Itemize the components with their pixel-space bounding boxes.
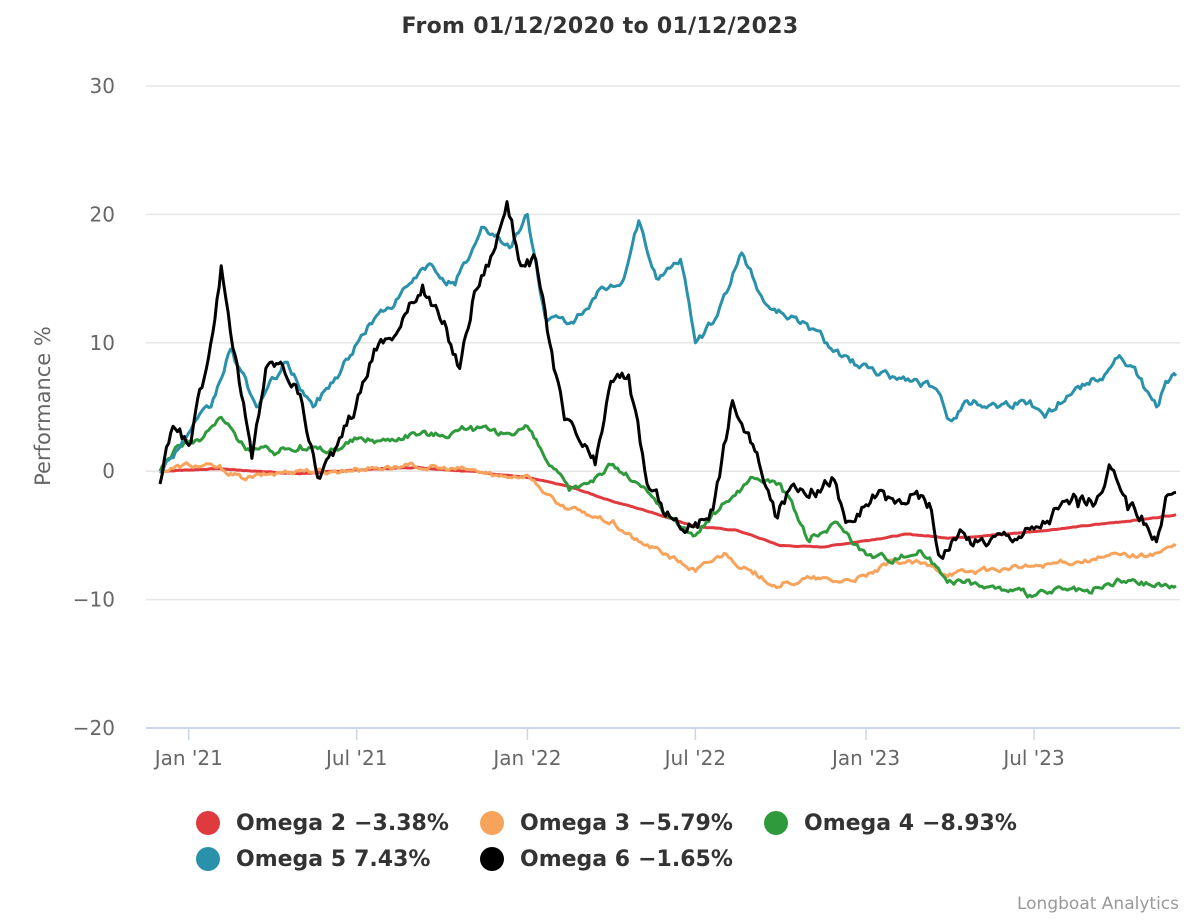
- legend-label: Omega 3: [520, 810, 631, 836]
- series-line-omega-5: [159, 212, 1178, 475]
- series-line-omega-3: [159, 461, 1177, 589]
- legend-label: Omega 2: [236, 810, 347, 836]
- legend-value: −5.79%: [638, 810, 733, 836]
- legend-value: −1.65%: [638, 846, 733, 872]
- legend-item-omega-2[interactable]: Omega 2 −3.38%: [196, 806, 449, 840]
- y-tick-label: −10: [73, 588, 115, 612]
- legend-item-omega-6[interactable]: Omega 6 −1.65%: [480, 842, 733, 876]
- legend-marker-omega-6: [480, 847, 504, 871]
- series-line-omega-6: [158, 200, 1177, 560]
- y-tick-label: 30: [90, 74, 115, 98]
- legend-marker-omega-5: [196, 847, 220, 871]
- series-lines: [158, 200, 1178, 599]
- x-tick-label: Jul '21: [324, 746, 387, 770]
- legend-label: Omega 6: [520, 846, 631, 872]
- legend-value: −8.93%: [922, 810, 1017, 836]
- x-tick-label: Jan '22: [491, 746, 561, 770]
- series-line-omega-4: [158, 415, 1177, 599]
- legend-item-omega-3[interactable]: Omega 3 −5.79%: [480, 806, 733, 840]
- x-axis: [188, 728, 1035, 740]
- legend-value: 7.43%: [354, 846, 431, 872]
- y-tick-label: 20: [90, 202, 115, 226]
- x-tick-label: Jan '21: [153, 746, 223, 770]
- y-axis-ticks: 30 20 10 0 −10 −20: [73, 74, 115, 740]
- gridlines: [146, 85, 1180, 729]
- y-tick-label: −20: [73, 716, 115, 740]
- chart-title: From 01/12/2020 to 01/12/2023: [401, 14, 799, 39]
- x-tick-label: Jan '23: [830, 746, 900, 770]
- legend-item-omega-4[interactable]: Omega 4 −8.93%: [764, 806, 1017, 840]
- x-tick-label: Jul '22: [663, 746, 726, 770]
- credits-link[interactable]: Longboat Analytics: [1016, 894, 1179, 914]
- legend-value: −3.38%: [354, 810, 449, 836]
- legend-label: Omega 5: [236, 846, 347, 872]
- legend-marker-omega-3: [480, 811, 504, 835]
- legend-item-omega-5[interactable]: Omega 5 7.43%: [196, 842, 430, 876]
- legend-marker-omega-4: [764, 811, 788, 835]
- legend-label: Omega 4: [804, 810, 915, 836]
- x-tick-label: Jul '23: [1001, 746, 1064, 770]
- legend-marker-omega-2: [196, 811, 220, 835]
- y-tick-label: 10: [90, 331, 115, 355]
- x-axis-ticks: Jan '21 Jul '21 Jan '22 Jul '22 Jan '23 Jul '…: [153, 746, 1065, 770]
- y-tick-label: 0: [102, 459, 115, 483]
